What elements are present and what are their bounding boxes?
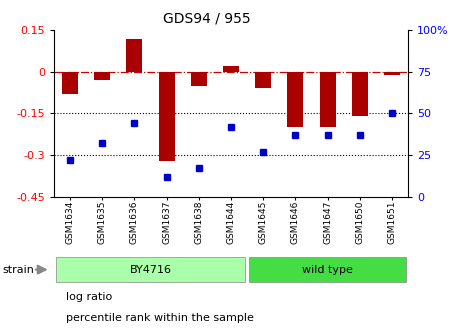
Text: GDS94 / 955: GDS94 / 955 bbox=[163, 12, 250, 26]
Bar bbox=[62, 72, 78, 94]
Text: log ratio: log ratio bbox=[66, 292, 112, 302]
Text: strain: strain bbox=[2, 265, 34, 275]
Bar bbox=[255, 72, 271, 88]
Bar bbox=[191, 72, 207, 86]
Bar bbox=[223, 66, 239, 72]
Bar bbox=[94, 72, 110, 80]
Bar bbox=[384, 72, 400, 75]
Text: wild type: wild type bbox=[302, 265, 353, 275]
Text: percentile rank within the sample: percentile rank within the sample bbox=[66, 312, 254, 323]
Bar bbox=[287, 72, 303, 127]
FancyBboxPatch shape bbox=[249, 257, 407, 283]
FancyBboxPatch shape bbox=[55, 257, 245, 283]
Bar bbox=[126, 39, 143, 72]
Bar bbox=[319, 72, 336, 127]
Bar bbox=[352, 72, 368, 116]
Bar bbox=[159, 72, 174, 161]
Text: BY4716: BY4716 bbox=[129, 265, 172, 275]
